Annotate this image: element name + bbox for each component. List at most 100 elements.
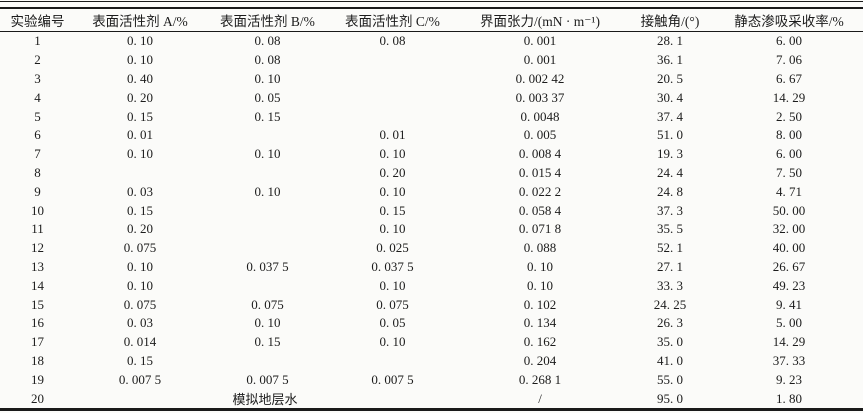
value-cell: 5. 00	[776, 315, 802, 331]
value-cell: 0. 10	[254, 70, 281, 86]
value-cell: 0. 002 42	[515, 70, 565, 86]
experiment-no-cell: 17	[31, 334, 44, 350]
experiment-no-cell: 16	[31, 315, 44, 331]
table-row: 16 0. 03 0. 10 0. 05 0. 134 26. 3 5. 00	[0, 314, 863, 333]
value-cell: 6. 67	[776, 70, 802, 86]
value-cell: 0. 15	[127, 108, 153, 124]
value-cell	[205, 126, 330, 145]
value-cell: 0. 03	[127, 315, 153, 331]
col-header-contact-angle: 接触角/(°)	[625, 8, 715, 32]
value-cell: 20. 5	[657, 70, 683, 86]
value-cell: 0. 075	[251, 296, 284, 312]
value-cell: 0. 10	[379, 221, 406, 237]
table-row: 4 0. 20 0. 05 0. 003 37 30. 4 14. 29	[0, 88, 863, 107]
value-cell: 0. 003 37	[515, 89, 565, 105]
table-row: 9 0. 03 0. 10 0. 10 0. 022 2 24. 8 4. 71	[0, 182, 863, 201]
value-cell: 0. 40	[127, 70, 153, 86]
experiment-no-cell: 2	[34, 52, 41, 68]
value-cell: 0. 10	[379, 183, 406, 199]
table-row: 11 0. 20 0. 10 0. 071 8 35. 5 32. 00	[0, 220, 863, 239]
value-cell: 0. 014	[123, 334, 157, 350]
value-cell: 33. 3	[657, 277, 683, 293]
col-header-interfacial-tension: 界面张力/(mN · m⁻¹)	[455, 8, 625, 32]
value-cell: /	[538, 390, 542, 406]
value-cell: 0. 007 5	[371, 371, 414, 387]
value-cell: 0. 071 8	[518, 221, 562, 237]
experiment-no-cell: 20	[31, 390, 44, 406]
table-row: 12 0. 075 0. 025 0. 088 52. 1 40. 00	[0, 239, 863, 258]
value-cell	[330, 352, 455, 371]
value-cell: 0. 075	[123, 296, 157, 312]
value-cell: 0. 008 4	[518, 146, 562, 162]
col-header-experiment-no: 实验编号	[0, 8, 75, 32]
value-cell: 0. 20	[379, 164, 406, 180]
value-cell: 37. 4	[657, 108, 683, 124]
experiment-data-table: 实验编号 表面活性剂 A/% 表面活性剂 B/% 表面活性剂 C/% 界面张力/…	[0, 8, 863, 408]
value-cell: 51. 0	[657, 127, 683, 143]
experiment-no-cell: 13	[31, 258, 44, 274]
value-cell: 0. 01	[127, 127, 153, 143]
value-cell	[205, 239, 330, 258]
table-row: 6 0. 01 0. 01 0. 005 51. 0 8. 00	[0, 126, 863, 145]
value-cell: 0. 15	[127, 202, 153, 218]
value-cell	[330, 107, 455, 126]
table-row: 1 0. 10 0. 08 0. 08 0. 001 28. 1 6. 00	[0, 32, 863, 51]
table-row: 8 0. 20 0. 015 4 24. 4 7. 50	[0, 164, 863, 183]
experiment-no-cell: 6	[34, 127, 41, 143]
table-row: 18 0. 15 0. 204 41. 0 37. 33	[0, 352, 863, 371]
experiment-no-cell: 15	[31, 296, 44, 312]
col-header-surfactant-b: 表面活性剂 B/%	[205, 8, 330, 32]
value-cell: 52. 1	[657, 240, 683, 256]
value-cell: 49. 23	[772, 277, 806, 293]
value-cell: 24. 8	[657, 183, 683, 199]
table-top-thin-rule	[0, 1, 863, 2]
value-cell: 0. 05	[379, 315, 406, 331]
value-cell: 0. 005	[523, 127, 557, 143]
value-cell: 7. 50	[776, 164, 802, 180]
table-row: 15 0. 075 0. 075 0. 075 0. 102 24. 25 9. 41	[0, 295, 863, 314]
value-cell: 0. 20	[127, 89, 153, 105]
value-cell: 0. 10	[527, 277, 553, 293]
value-cell: 0. 088	[523, 240, 557, 256]
experiment-no-cell: 1	[34, 33, 41, 49]
value-cell: 0. 022 2	[518, 183, 562, 199]
value-cell	[330, 70, 455, 89]
table-row: 10 0. 15 0. 15 0. 058 4 37. 3 50. 00	[0, 201, 863, 220]
table-header-row: 实验编号 表面活性剂 A/% 表面活性剂 B/% 表面活性剂 C/% 界面张力/…	[0, 8, 863, 32]
value-cell: 0. 037 5	[371, 258, 414, 274]
value-cell: 0. 15	[254, 334, 281, 350]
value-cell: 0. 10	[379, 277, 406, 293]
experiment-no-cell: 8	[34, 164, 41, 180]
value-cell: 41. 0	[657, 352, 683, 368]
value-cell: 0. 0048	[520, 108, 560, 124]
value-cell: 0. 10	[127, 146, 153, 162]
value-cell: 0. 001	[523, 52, 557, 68]
value-cell: 36. 1	[657, 52, 683, 68]
value-cell: 0. 075	[376, 296, 409, 312]
value-cell: 0. 075	[123, 240, 157, 256]
value-cell: 6. 00	[776, 33, 802, 49]
experiment-no-cell: 12	[31, 240, 44, 256]
value-cell: 0. 025	[376, 240, 409, 256]
value-cell: 0. 10	[254, 315, 281, 331]
value-cell: 0. 102	[523, 296, 557, 312]
value-cell: 7. 06	[776, 52, 802, 68]
value-cell: 0. 08	[254, 33, 281, 49]
experiment-no-cell: 5	[34, 108, 41, 124]
col-header-surfactant-a: 表面活性剂 A/%	[75, 8, 205, 32]
value-cell: 27. 1	[657, 258, 683, 274]
value-cell: 0. 058 4	[518, 202, 562, 218]
value-cell: 0. 08	[254, 52, 281, 68]
value-cell: 95. 0	[657, 390, 683, 406]
table-row: 17 0. 014 0. 15 0. 10 0. 162 35. 0 14. 29	[0, 333, 863, 352]
value-cell: 0. 10	[379, 334, 406, 350]
value-cell: 37. 33	[772, 352, 806, 368]
experiment-no-cell: 11	[31, 221, 44, 237]
table-row: 14 0. 10 0. 10 0. 10 33. 3 49. 23	[0, 276, 863, 295]
value-cell: 35. 0	[657, 334, 683, 350]
value-cell: 0. 10	[127, 277, 153, 293]
table-header: 实验编号 表面活性剂 A/% 表面活性剂 B/% 表面活性剂 C/% 界面张力/…	[0, 8, 863, 32]
value-cell: 模拟地层水	[232, 392, 298, 408]
value-cell: 0. 10	[127, 52, 153, 68]
